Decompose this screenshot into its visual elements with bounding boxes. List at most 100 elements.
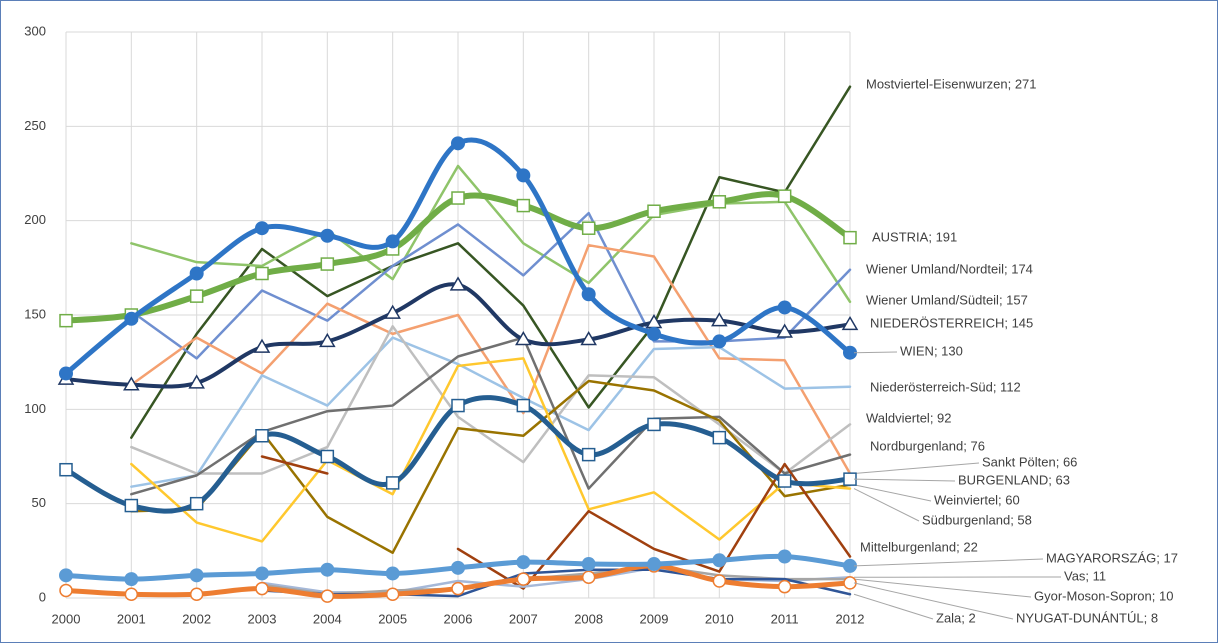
y-tick-label: 0 bbox=[39, 589, 46, 604]
data-label: NIEDERÖSTERREICH; 145 bbox=[870, 315, 1033, 330]
data-label: Vas; 11 bbox=[1064, 568, 1106, 583]
y-tick-label: 100 bbox=[24, 401, 46, 416]
data-label: Nordburgenland; 76 bbox=[870, 438, 985, 453]
marker bbox=[320, 257, 335, 271]
marker bbox=[451, 560, 465, 575]
marker bbox=[451, 398, 465, 413]
marker bbox=[320, 449, 335, 464]
data-label: MAGYARORSZÁG; 17 bbox=[1046, 550, 1178, 565]
series-line bbox=[130, 336, 852, 488]
data-label: AUSTRIA; 191 bbox=[872, 229, 957, 244]
x-tick-label: 2009 bbox=[640, 611, 669, 626]
marker bbox=[647, 204, 661, 218]
x-tick-label: 2003 bbox=[248, 611, 277, 626]
marker bbox=[647, 557, 661, 572]
series-line bbox=[260, 455, 852, 590]
marker bbox=[124, 311, 139, 326]
leader-line bbox=[853, 558, 1044, 567]
series-line bbox=[130, 243, 852, 475]
marker bbox=[777, 189, 792, 203]
marker bbox=[777, 474, 792, 488]
marker bbox=[449, 276, 467, 291]
marker bbox=[385, 587, 400, 601]
marker bbox=[124, 498, 139, 513]
x-tick-label: 2006 bbox=[444, 611, 473, 626]
marker bbox=[647, 417, 661, 432]
data-label: Wiener Umland/Südteil; 157 bbox=[866, 292, 1028, 307]
marker bbox=[320, 228, 335, 243]
marker bbox=[580, 331, 597, 346]
marker bbox=[581, 287, 596, 302]
marker bbox=[712, 430, 727, 445]
marker bbox=[712, 195, 727, 209]
marker bbox=[515, 331, 532, 346]
y-tick-label: 150 bbox=[24, 306, 46, 321]
marker bbox=[712, 553, 727, 568]
data-label: Waldviertel; 92 bbox=[866, 410, 952, 425]
x-tick-label: 2005 bbox=[378, 611, 407, 626]
marker bbox=[451, 191, 465, 205]
marker bbox=[189, 568, 204, 583]
x-tick-label: 2004 bbox=[313, 611, 342, 626]
marker bbox=[59, 462, 73, 477]
marker bbox=[581, 221, 596, 235]
marker bbox=[777, 579, 792, 594]
y-tick-label: 250 bbox=[24, 118, 46, 133]
marker bbox=[255, 566, 269, 581]
y-tick-label: 200 bbox=[24, 212, 46, 227]
marker bbox=[385, 234, 400, 249]
marker bbox=[320, 589, 335, 603]
data-label: Sankt Pölten; 66 bbox=[982, 454, 1077, 469]
y-tick-label: 50 bbox=[32, 495, 46, 510]
y-tick-label: 300 bbox=[24, 23, 46, 38]
data-label: Zala; 2 bbox=[936, 610, 976, 625]
marker bbox=[451, 581, 465, 596]
x-tick-label: 2002 bbox=[182, 611, 211, 626]
marker bbox=[124, 587, 139, 601]
x-tick-label: 2000 bbox=[52, 611, 81, 626]
leader-line bbox=[853, 351, 898, 354]
series-line bbox=[130, 336, 852, 496]
marker bbox=[385, 566, 400, 581]
marker bbox=[516, 168, 531, 183]
marker bbox=[189, 289, 204, 303]
marker bbox=[841, 315, 859, 331]
marker bbox=[711, 312, 728, 327]
marker bbox=[188, 374, 205, 389]
x-tick-label: 2012 bbox=[836, 611, 865, 626]
leader-line bbox=[853, 462, 980, 474]
marker bbox=[59, 313, 73, 328]
data-label: Mostviertel-Eisenwurzen; 271 bbox=[866, 76, 1037, 91]
x-tick-label: 2008 bbox=[574, 611, 603, 626]
leader-line bbox=[853, 578, 1032, 598]
data-label: BURGENLAND; 63 bbox=[958, 472, 1070, 487]
marker bbox=[319, 332, 336, 348]
series-line bbox=[130, 85, 852, 439]
leader-line bbox=[853, 478, 956, 482]
marker bbox=[516, 198, 531, 213]
marker bbox=[320, 562, 335, 577]
marker bbox=[189, 266, 204, 281]
marker bbox=[255, 266, 269, 281]
marker bbox=[255, 221, 269, 236]
marker bbox=[581, 447, 596, 462]
marker bbox=[843, 558, 857, 573]
marker bbox=[776, 323, 793, 338]
marker bbox=[253, 338, 271, 353]
leader-line bbox=[853, 488, 920, 522]
marker bbox=[581, 557, 596, 572]
data-label: Weinviertel; 60 bbox=[934, 492, 1020, 507]
data-label: Wiener Umland/Nordteil; 174 bbox=[866, 261, 1033, 276]
x-tick-label: 2001 bbox=[117, 611, 146, 626]
marker bbox=[777, 549, 792, 564]
data-label: WIEN; 130 bbox=[900, 343, 963, 358]
marker bbox=[516, 572, 531, 586]
marker bbox=[255, 428, 269, 443]
marker bbox=[516, 555, 531, 570]
marker bbox=[384, 304, 401, 319]
leader-line bbox=[853, 484, 932, 502]
leader-line bbox=[853, 582, 1014, 620]
marker bbox=[647, 326, 661, 341]
